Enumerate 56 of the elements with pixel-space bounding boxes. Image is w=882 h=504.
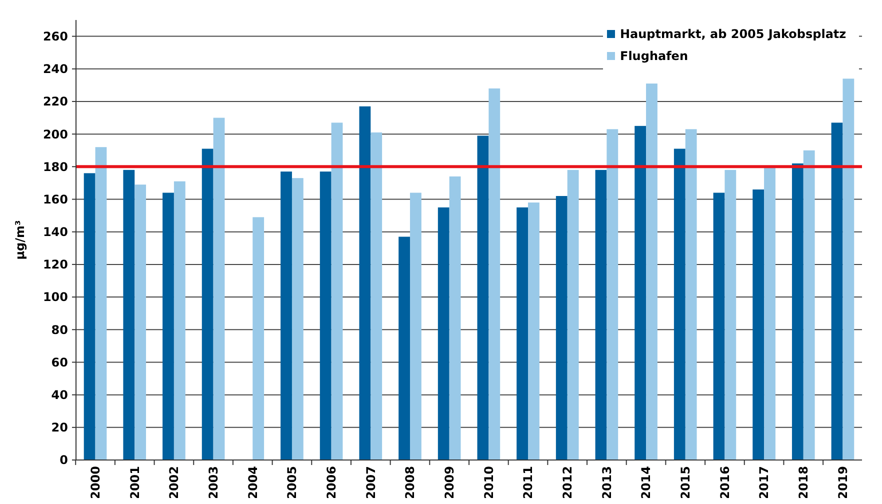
- bar: [331, 122, 343, 460]
- bar: [634, 126, 646, 460]
- bar: [724, 170, 736, 460]
- y-tick-label: 60: [51, 355, 68, 370]
- bar: [213, 118, 225, 460]
- bar: [252, 217, 264, 460]
- bar: [646, 84, 658, 460]
- bar: [134, 184, 146, 460]
- bar: [280, 172, 292, 460]
- bar: [370, 132, 382, 460]
- y-tick-label: 20: [51, 420, 68, 435]
- legend-label: Flughafen: [620, 49, 688, 64]
- bar: [674, 148, 686, 460]
- y-tick-label: 160: [42, 192, 68, 206]
- y-tick-label: 120: [42, 258, 68, 272]
- y-tick-label: 100: [42, 290, 68, 304]
- bar: [556, 196, 568, 460]
- bar: [320, 172, 332, 460]
- bar: [606, 129, 618, 460]
- bar: [567, 170, 579, 460]
- bar: [359, 106, 371, 460]
- bar: [713, 192, 725, 460]
- bar: [410, 192, 422, 460]
- y-tick-label: 140: [42, 225, 68, 240]
- bar: [752, 189, 764, 460]
- bar: [842, 78, 854, 460]
- bar: [162, 192, 174, 460]
- bar: [595, 170, 607, 460]
- bar: [528, 202, 540, 460]
- bar: [292, 178, 304, 460]
- y-tick-label: 240: [42, 62, 68, 76]
- bar: [449, 176, 461, 460]
- bar: [764, 166, 776, 460]
- bar: [831, 122, 843, 460]
- bar: [123, 170, 135, 460]
- bar: [398, 236, 410, 460]
- bar: [685, 129, 697, 460]
- bar: [202, 148, 214, 460]
- bar: [516, 207, 528, 460]
- y-tick-label: 180: [42, 160, 68, 174]
- bar: [174, 181, 186, 460]
- y-tick-label: 220: [42, 94, 68, 109]
- legend-label: Hauptmarkt, ab 2005 Jakobsplatz: [620, 27, 846, 42]
- bar: [95, 147, 107, 460]
- y-tick-label: 200: [42, 127, 68, 142]
- bar: [803, 150, 815, 460]
- bar: [438, 207, 450, 460]
- bar: [84, 173, 96, 460]
- bar: [488, 88, 500, 460]
- bar: [477, 136, 489, 460]
- y-tick-label: 80: [51, 322, 68, 337]
- y-axis-title: µg/m³: [13, 220, 27, 260]
- y-tick-label: 40: [51, 388, 68, 402]
- y-tick-label: 0: [60, 453, 68, 468]
- bar: [792, 163, 804, 460]
- y-tick-label: 260: [42, 29, 68, 44]
